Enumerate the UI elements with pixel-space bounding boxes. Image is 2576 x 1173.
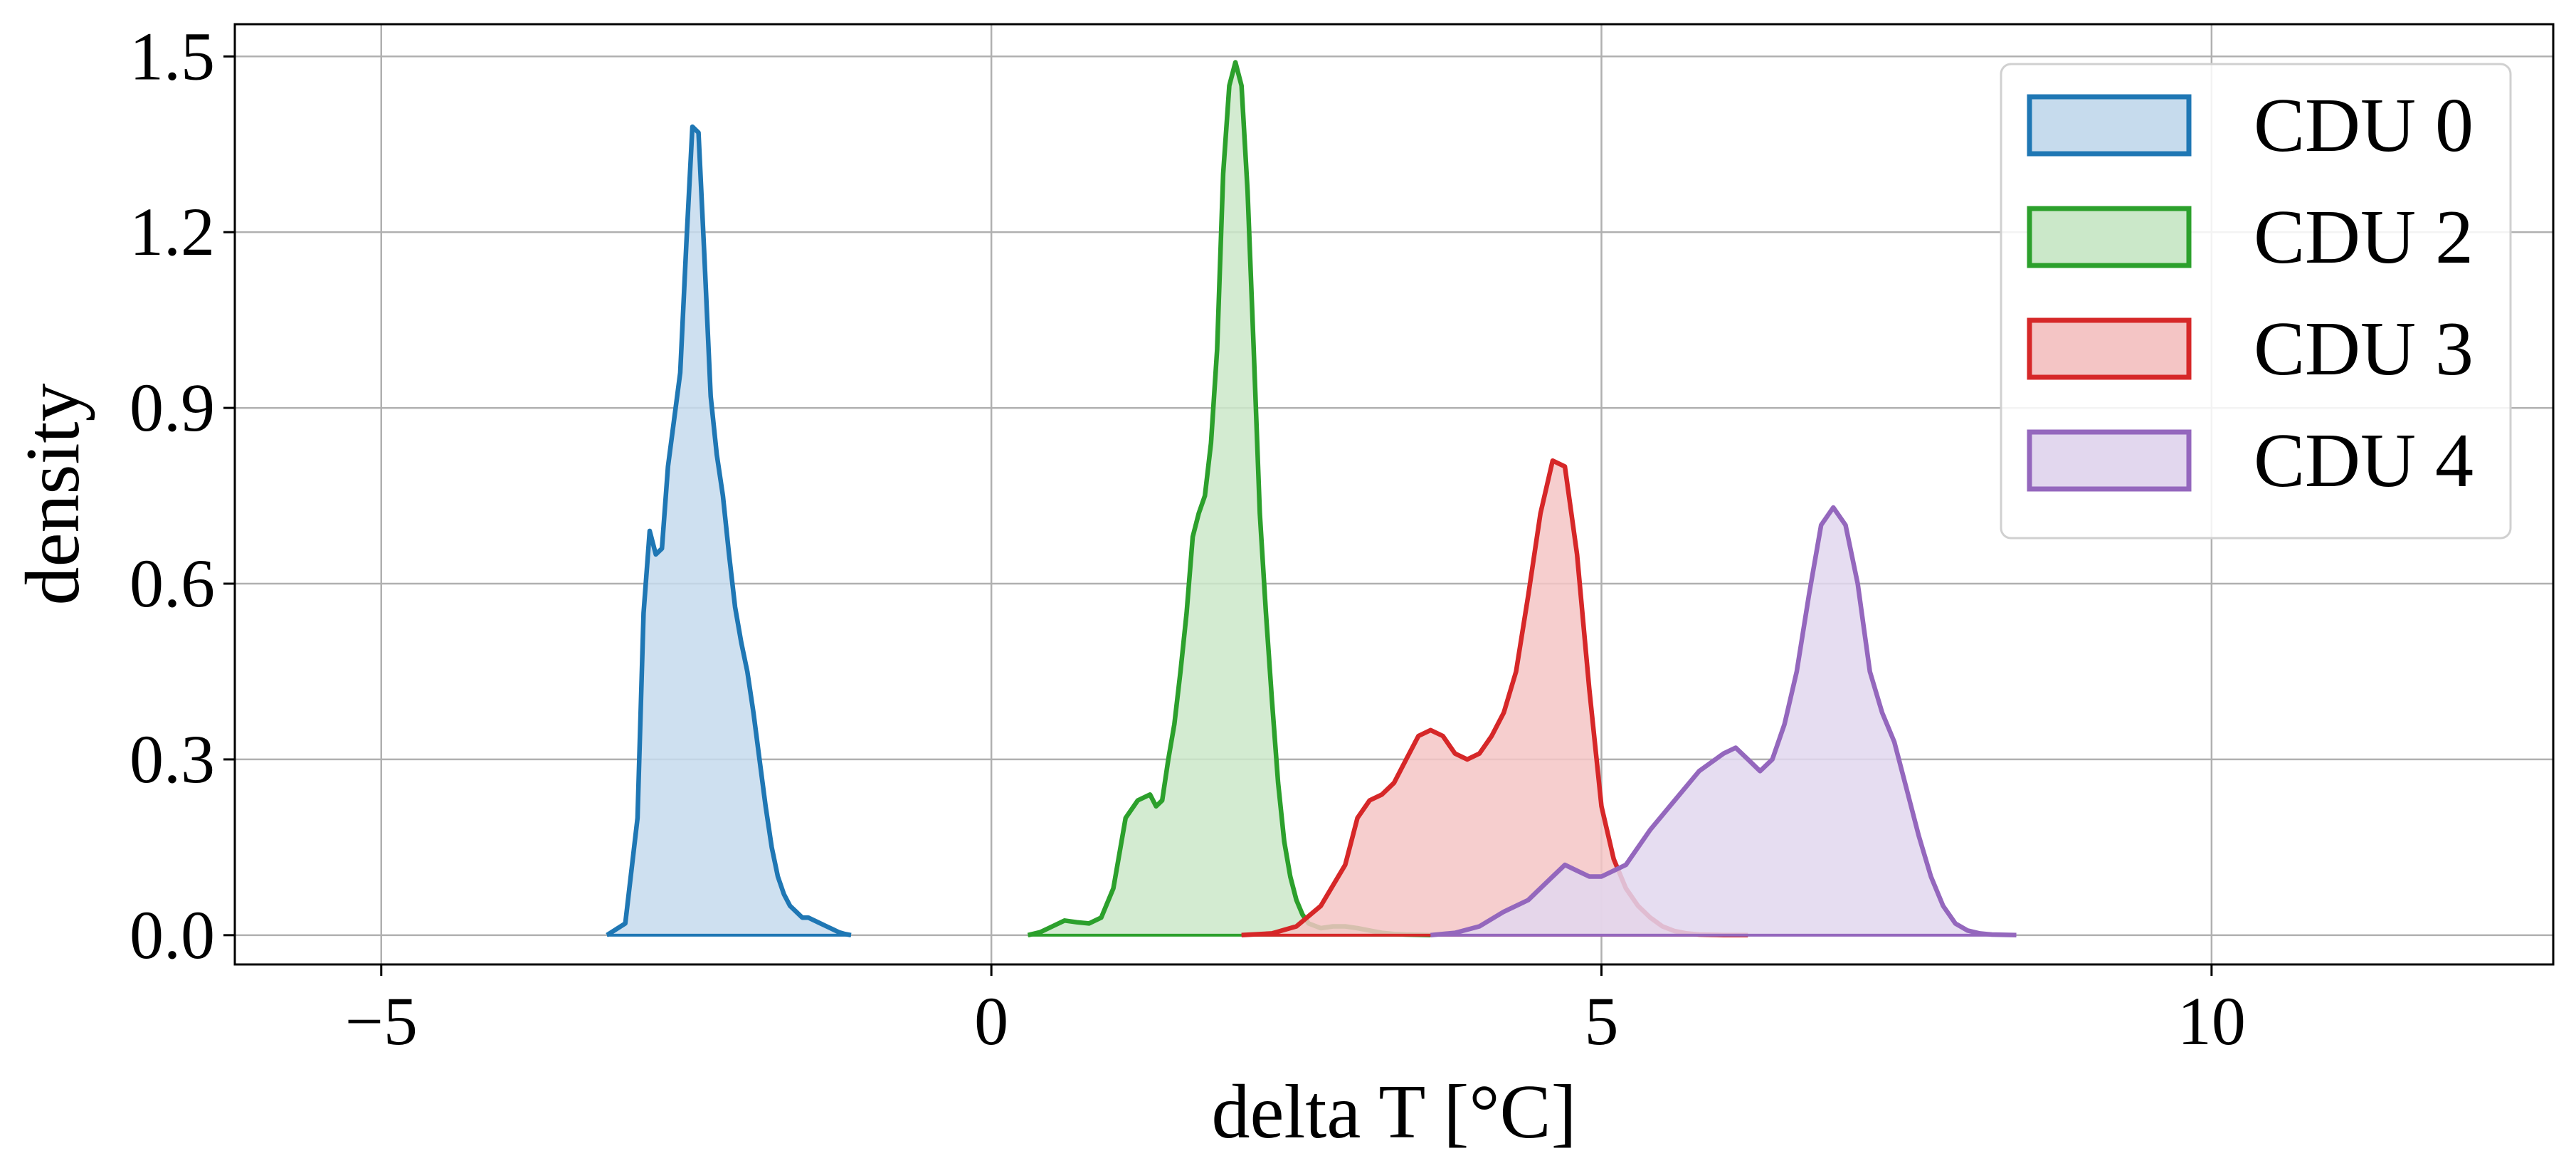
series-1 [606,124,852,937]
y-tick-label: 1.2 [130,194,215,270]
series-area [607,127,851,935]
series-layer [606,60,2017,938]
series-area [1430,507,2017,935]
legend-label: CDU 3 [2254,307,2474,391]
legend-label: CDU 4 [2254,419,2474,503]
legend-label: CDU 2 [2254,195,2474,280]
legend-swatch [2027,429,2192,492]
y-axis-label: density [11,384,95,606]
grid [235,24,2553,964]
legend-label: CDU 0 [2254,83,2474,168]
legend-swatch [2027,94,2192,157]
series-4 [1430,505,2017,938]
x-tick-label: 0 [974,983,1008,1059]
legend-item: CDU 2 [2027,195,2474,280]
y-tick-label: 0.3 [130,721,215,797]
x-axis-label: delta T [°C] [1211,1070,1576,1154]
series-line [1430,505,2017,938]
y-tick-label: 0.9 [130,369,215,446]
series-area [1241,461,1748,935]
legend-swatch [2027,317,2192,380]
legend-item: CDU 3 [2027,307,2474,391]
legend-item: CDU 4 [2027,419,2474,503]
series-line [606,124,852,937]
legend: CDU 0 CDU 2 CDU 3 CDU 4 [2000,63,2512,540]
y-tick-label: 0.6 [130,545,215,621]
x-tick-label: 5 [1585,983,1619,1059]
x-tick-label: 10 [2178,983,2246,1059]
y-tick-label: 1.5 [130,18,215,94]
legend-item: CDU 0 [2027,83,2474,168]
legend-swatch [2027,206,2192,268]
x-tick-label: −5 [345,983,418,1059]
ticks: −5 0 5 10 0.0 0.3 0.6 0.9 1.2 1.5 [130,18,2246,1059]
series-area [1028,62,1431,935]
axes-frame [233,23,2555,966]
legend-box [2000,63,2512,540]
y-tick-label: 0.0 [130,897,215,973]
